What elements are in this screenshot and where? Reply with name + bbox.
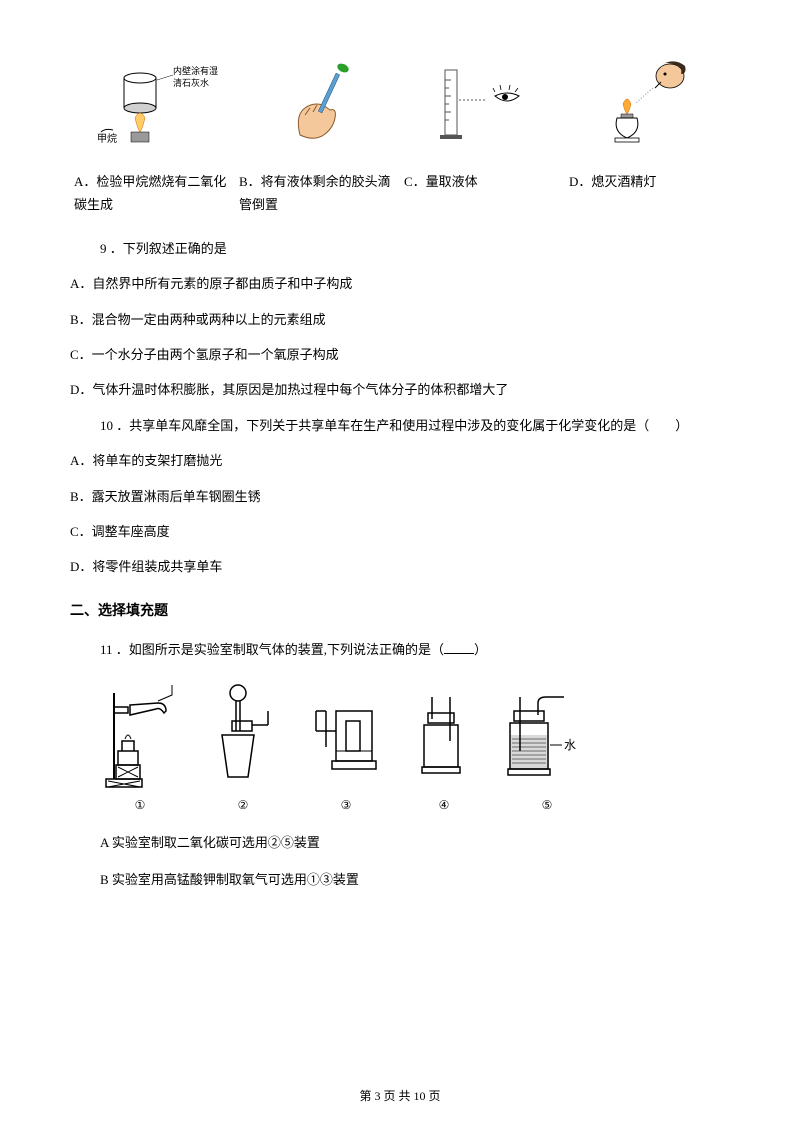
- q10-stem: 10 ．共享单车风靡全国，下列关于共享单车在生产和使用过程中涉及的变化属于化学变…: [100, 414, 730, 437]
- apparatus-3: ③: [306, 691, 386, 817]
- q11-stem-pre: 11 ．如图所示是实验室制取气体的装置,下列说法正确的是（: [100, 642, 444, 657]
- apparatus-4: ④: [414, 691, 474, 817]
- fig-blow-lamp: [585, 60, 705, 150]
- apparatus-4-num: ④: [439, 795, 450, 817]
- methane-label: 甲烷: [97, 132, 117, 145]
- opt-d: D．熄灭酒精灯: [565, 170, 730, 217]
- blank-fill: [444, 640, 474, 654]
- section2-title: 二、选择填充题: [70, 599, 730, 624]
- q9-c: C．一个水分子由两个氢原子和一个氧原子构成: [70, 343, 730, 366]
- q10-a: A．将单车的支架打磨抛光: [70, 449, 730, 472]
- q9-d: D．气体升温时体积膨胀，其原因是加热过程中每个气体分子的体积都增大了: [70, 378, 730, 401]
- q9-b: B．混合物一定由两种或两种以上的元素组成: [70, 308, 730, 331]
- apparatus-3-num: ③: [341, 795, 352, 817]
- apparatus-1: ①: [100, 681, 180, 817]
- q10-d: D．将零件组装成共享单车: [70, 555, 730, 578]
- opt-c: C．量取液体: [400, 170, 565, 217]
- opt-a: A．检验甲烷燃烧有二氧化碳生成: [70, 170, 235, 217]
- water-label: 水: [564, 738, 576, 752]
- top-options-row: A．检验甲烷燃烧有二氧化碳生成 B．将有液体剩余的胶头滴管倒置 C．量取液体 D…: [70, 170, 730, 217]
- apparatus-1-num: ①: [135, 795, 146, 817]
- q11-a: A 实验室制取二氧化碳可选用②⑤装置: [100, 831, 730, 854]
- apparatus-2: ②: [208, 681, 278, 817]
- q11-b: B 实验室用高锰酸钾制取氧气可选用①③装置: [100, 868, 730, 891]
- q9-a: A．自然界中所有元素的原子都由质子和中子构成: [70, 272, 730, 295]
- experiment-diagrams-row: 甲烷 内壁涂有湿 清石灰水: [70, 60, 730, 150]
- opt-b: B．将有液体剩余的胶头滴管倒置: [235, 170, 400, 217]
- fig-graduated-cylinder: [425, 60, 535, 150]
- page-footer: 第 3 页 共 10 页: [0, 1086, 800, 1108]
- fig-methane-test: 甲烷 内壁涂有湿 清石灰水: [95, 60, 225, 150]
- apparatus-5-num: ⑤: [542, 795, 553, 817]
- q11-stem-post: ）: [474, 642, 487, 657]
- q9-stem: 9 ．下列叙述正确的是: [100, 237, 730, 260]
- limewater-label-1: 内壁涂有湿: [173, 65, 218, 76]
- fig-dropper: [275, 60, 375, 150]
- apparatus-2-num: ②: [238, 795, 249, 817]
- q11-stem: 11 ．如图所示是实验室制取气体的装置,下列说法正确的是（ ）: [100, 638, 730, 661]
- apparatus-5: 水 ⑤: [502, 691, 592, 817]
- q10-b: B．露天放置淋雨后单车钢圈生锈: [70, 485, 730, 508]
- q10-c: C．调整车座高度: [70, 520, 730, 543]
- apparatus-row: ① ② ③: [100, 681, 730, 817]
- limewater-label-2: 清石灰水: [173, 77, 209, 88]
